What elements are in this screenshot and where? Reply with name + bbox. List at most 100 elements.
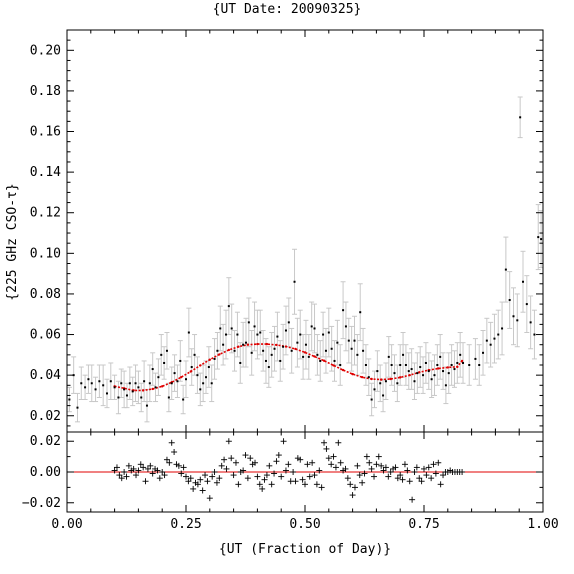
data-point <box>84 386 87 389</box>
residual-point <box>302 481 308 488</box>
data-point <box>529 321 532 324</box>
data-point <box>222 343 225 346</box>
residual-point <box>130 465 137 472</box>
residual-point <box>409 496 416 503</box>
x-axis-label: {UT (Fraction of Day)} <box>219 542 391 557</box>
data-point <box>537 236 540 239</box>
data-point <box>68 398 71 401</box>
residual-point <box>397 472 404 479</box>
data-point <box>456 361 459 364</box>
data-point <box>382 394 385 397</box>
residual-point <box>304 461 311 468</box>
data-point <box>262 349 265 352</box>
residual-point <box>299 476 306 483</box>
residual-point <box>199 487 206 494</box>
residual-point <box>142 478 149 485</box>
data-point <box>370 398 373 401</box>
data-point <box>185 378 187 381</box>
data-point <box>296 341 299 344</box>
residual-point <box>404 467 411 474</box>
residual-point <box>254 473 261 480</box>
data-point <box>290 349 293 352</box>
data-point <box>113 386 116 389</box>
residual-point <box>316 467 323 474</box>
residual-point <box>413 464 420 471</box>
fit-point <box>256 342 259 346</box>
data-point <box>94 388 97 391</box>
fit-point <box>379 378 383 381</box>
data-point <box>444 384 447 387</box>
data-point <box>359 311 362 314</box>
residual-point <box>382 464 389 471</box>
residual-point <box>171 449 178 455</box>
data-point <box>151 368 154 371</box>
data-point <box>316 353 319 356</box>
data-point <box>313 327 316 330</box>
fit-point <box>246 343 250 346</box>
data-point <box>427 370 430 373</box>
residual-point <box>318 484 325 491</box>
residual-point <box>325 455 332 462</box>
data-point <box>87 378 90 381</box>
residual-point <box>271 470 278 477</box>
residual-point <box>113 464 120 471</box>
residual-point <box>406 478 413 485</box>
residual-point <box>392 464 399 471</box>
residual-point <box>342 465 349 472</box>
data-point <box>134 382 137 385</box>
data-point <box>250 351 253 354</box>
fit-point <box>408 373 411 377</box>
data-point <box>230 327 233 330</box>
residual-point <box>194 481 201 488</box>
data-point <box>362 349 365 352</box>
residual-point <box>378 462 385 469</box>
data-point <box>327 331 330 334</box>
fit-curve <box>114 343 463 392</box>
data-point <box>489 343 492 346</box>
residual-point <box>230 472 237 479</box>
data-point <box>170 382 173 385</box>
residual-point <box>178 470 185 477</box>
residual-point <box>313 481 320 488</box>
residual-point <box>213 479 220 486</box>
data-point <box>259 331 262 334</box>
data-point <box>430 378 433 381</box>
fit-point <box>360 375 364 379</box>
residual-point <box>380 467 387 474</box>
data-point <box>330 347 333 350</box>
data-point <box>379 382 382 385</box>
residual-point <box>425 464 432 471</box>
main-plot-area <box>67 96 543 423</box>
data-point <box>173 372 176 375</box>
residual-point <box>401 461 408 468</box>
data-point <box>213 357 216 360</box>
fit-point <box>399 376 402 379</box>
residual-point <box>232 459 239 466</box>
data-point <box>485 339 488 342</box>
data-point <box>504 268 507 271</box>
residual-point <box>387 469 394 475</box>
residual-point <box>344 475 351 482</box>
data-point <box>304 343 307 346</box>
residual-point <box>371 473 378 480</box>
residual-point <box>137 461 144 468</box>
data-point <box>307 355 310 358</box>
data-point <box>167 396 170 399</box>
residual-point <box>168 439 175 446</box>
data-point <box>424 361 427 364</box>
data-point <box>253 325 256 328</box>
data-point <box>160 353 163 356</box>
y-tick-label: 0.18 <box>30 84 61 99</box>
data-point <box>287 321 290 324</box>
residual-point <box>459 469 466 475</box>
residual-point <box>285 461 292 468</box>
data-point <box>407 370 410 373</box>
data-point <box>145 404 148 407</box>
data-point <box>373 388 376 391</box>
data-point <box>364 364 367 366</box>
data-point <box>207 366 210 369</box>
residual-point <box>180 464 187 471</box>
fit-point <box>303 351 307 354</box>
data-point <box>98 380 101 383</box>
data-point <box>165 349 168 352</box>
